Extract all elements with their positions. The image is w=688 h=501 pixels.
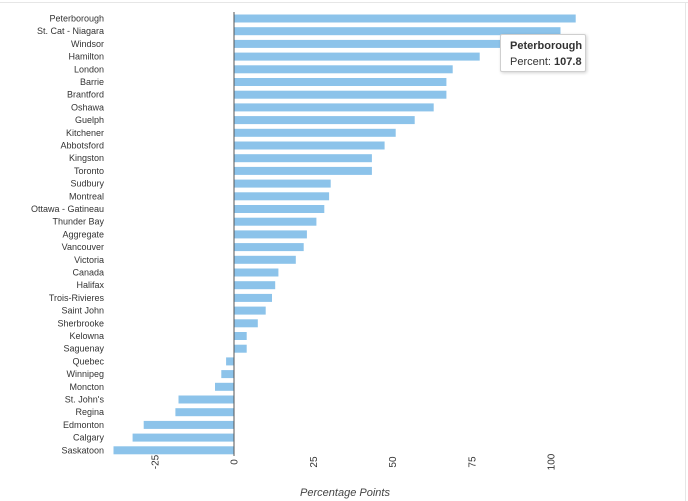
category-axis-labels: Peterborough St. Cat - Niagara Windsor Hami… xyxy=(31,14,105,456)
category-label: Calgary xyxy=(73,433,105,443)
bar[interactable] xyxy=(234,332,247,340)
x-tick-label: -25 xyxy=(150,454,161,469)
category-label: Abbotsford xyxy=(60,141,104,151)
category-label: Halifax xyxy=(76,280,104,290)
category-label: Kelowna xyxy=(69,331,104,341)
category-label: Thunder Bay xyxy=(52,217,104,227)
bar[interactable] xyxy=(234,192,330,201)
x-tick-label: 50 xyxy=(388,456,399,468)
category-label: London xyxy=(74,64,104,74)
category-label: Edmonton xyxy=(63,420,104,430)
category-label: Saskatoon xyxy=(61,445,104,455)
bar[interactable] xyxy=(234,344,247,353)
category-label: Moncton xyxy=(69,382,104,392)
bar[interactable] xyxy=(234,243,304,252)
category-label: Peterborough xyxy=(49,14,104,24)
category-label: Barrie xyxy=(80,77,104,87)
category-label: Toronto xyxy=(74,166,104,176)
bar[interactable] xyxy=(234,179,331,188)
bar[interactable] xyxy=(234,27,561,36)
bar[interactable] xyxy=(234,306,266,315)
bar[interactable] xyxy=(143,420,234,429)
bar[interactable] xyxy=(234,141,385,150)
x-tick-label: 25 xyxy=(309,456,320,468)
x-tick-label: 75 xyxy=(467,456,478,468)
bar[interactable] xyxy=(215,382,234,391)
bar[interactable] xyxy=(234,14,576,23)
bar[interactable] xyxy=(234,255,296,264)
category-label: Hamilton xyxy=(68,52,104,62)
bar[interactable] xyxy=(234,116,415,125)
category-label: Aggregate xyxy=(62,229,104,239)
category-label: Victoria xyxy=(74,255,104,265)
bar[interactable] xyxy=(234,65,453,74)
category-label: St. Cat - Niagara xyxy=(37,26,104,36)
bar[interactable] xyxy=(234,52,480,61)
bar[interactable] xyxy=(234,230,307,239)
category-label: Regina xyxy=(75,407,104,417)
bar[interactable] xyxy=(234,268,279,277)
category-label: Sudbury xyxy=(70,179,104,189)
category-label: Brantford xyxy=(67,90,104,100)
bar[interactable] xyxy=(178,395,235,404)
category-label: St. John's xyxy=(65,395,105,405)
frame-right-border xyxy=(685,2,686,501)
category-label: Trois-Rivieres xyxy=(49,293,105,303)
tooltip-row: Percent: 107.8 xyxy=(510,54,585,70)
bar[interactable] xyxy=(234,166,372,175)
frame-top-border xyxy=(0,2,688,3)
category-label: Quebec xyxy=(72,356,104,366)
bar[interactable] xyxy=(132,433,234,442)
bar[interactable] xyxy=(221,370,234,379)
bar[interactable] xyxy=(234,103,434,112)
bar[interactable] xyxy=(234,281,276,290)
category-label: Ottawa - Gatineau xyxy=(31,204,104,214)
category-label: Kitchener xyxy=(66,128,104,138)
bar[interactable] xyxy=(234,128,396,137)
bar[interactable] xyxy=(234,78,447,86)
bar[interactable] xyxy=(234,217,317,226)
tooltip-label: Percent: xyxy=(510,56,551,68)
tooltip-title: Peterborough xyxy=(510,40,583,52)
bar[interactable] xyxy=(234,154,372,163)
bar[interactable] xyxy=(234,293,272,302)
bar[interactable] xyxy=(234,90,447,99)
value-axis-tick-labels: -25 0 25 50 75 100 xyxy=(150,453,557,470)
bar[interactable] xyxy=(226,357,234,366)
x-tick-label: 100 xyxy=(547,453,558,470)
tooltip-value: 107.8 xyxy=(554,56,582,68)
category-label: Vancouver xyxy=(62,242,104,252)
data-tooltip: Peterborough Percent: 107.8 xyxy=(500,34,586,72)
x-tick-label: 0 xyxy=(230,459,241,465)
category-label: Oshawa xyxy=(71,102,104,112)
category-label: Guelph xyxy=(75,115,104,125)
bar-series xyxy=(113,14,576,455)
bar[interactable] xyxy=(234,319,258,328)
category-label: Montreal xyxy=(69,191,104,201)
x-axis-title: Percentage Points xyxy=(300,487,390,499)
bar[interactable] xyxy=(234,39,529,48)
category-label: Sherbrooke xyxy=(57,318,104,328)
category-label: Saint John xyxy=(61,306,104,316)
category-label: Canada xyxy=(72,268,104,278)
bar[interactable] xyxy=(175,408,234,417)
category-label: Kingston xyxy=(69,153,104,163)
category-label: Saguenay xyxy=(63,344,104,354)
bar[interactable] xyxy=(113,446,235,455)
category-label: Winnipeg xyxy=(66,369,104,379)
category-label: Windsor xyxy=(71,39,104,49)
bar[interactable] xyxy=(234,205,325,213)
